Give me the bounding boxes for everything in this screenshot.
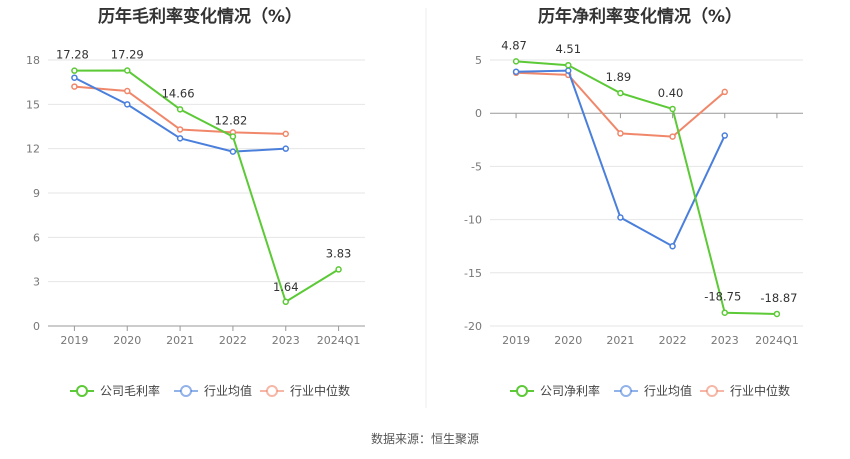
company-point [71, 67, 78, 74]
avg-point [229, 148, 237, 155]
avg-point [669, 242, 676, 250]
source-note: 数据来源：恒生聚源 [371, 431, 479, 446]
x-tick-label: 2022 [659, 334, 687, 347]
avg-point [721, 132, 728, 139]
company-point [282, 298, 289, 306]
company-point [124, 67, 131, 74]
avg-legend-marker [180, 385, 192, 397]
data-label: 4.51 [555, 42, 581, 56]
data-label: 1.89 [606, 70, 632, 84]
y-tick-label: 15 [26, 98, 40, 111]
x-tick-label: 2021 [606, 334, 634, 347]
y-tick-label: 0 [475, 107, 482, 120]
y-tick-label: 5 [475, 54, 482, 67]
median-point [124, 87, 131, 95]
y-tick-label: -10 [464, 214, 482, 227]
company-point [335, 266, 342, 273]
chart-title: 历年净利率变化情况（%） [538, 6, 742, 27]
avg-point [124, 101, 131, 108]
y-tick-label: 18 [26, 54, 40, 67]
data-label: 17.29 [111, 47, 144, 61]
x-tick-label: 2022 [219, 334, 247, 347]
median-point [71, 83, 78, 90]
avg-point [282, 145, 289, 152]
company-legend-marker [76, 385, 88, 397]
y-tick-label: 0 [33, 320, 40, 333]
company-legend-marker [516, 385, 528, 397]
company-series-line [74, 69, 340, 303]
median-point [617, 130, 624, 137]
company-legend-label: 公司净利率 [540, 383, 600, 398]
company-legend-label: 公司毛利率 [100, 383, 160, 398]
median-point [282, 130, 289, 138]
y-tick-label: 12 [26, 143, 40, 156]
avg-point [617, 214, 624, 221]
y-tick-label: -20 [464, 320, 482, 333]
median-point [669, 133, 676, 140]
company-point [773, 310, 781, 318]
data-label: 3.83 [326, 246, 352, 260]
x-tick-label: 2024Q1 [317, 334, 361, 347]
x-tick-label: 2019 [60, 334, 88, 347]
company-point [669, 105, 676, 113]
company-point [512, 58, 520, 65]
data-label: 4.87 [501, 38, 527, 52]
y-tick-label: 9 [33, 187, 40, 200]
y-tick-label: -5 [471, 160, 482, 173]
x-tick-label: 2021 [166, 334, 194, 347]
x-tick-label: 2023 [711, 334, 739, 347]
data-label: 14.66 [162, 86, 195, 100]
company-point [229, 133, 237, 140]
x-tick-label: 2024Q1 [755, 334, 799, 347]
avg-point [176, 135, 184, 142]
avg-point [512, 68, 520, 75]
company-series-line [516, 60, 777, 315]
company-point [617, 89, 624, 97]
y-tick-label: 3 [33, 276, 40, 289]
gross-margin-chart: 历年毛利率变化情况（%） 0 3 6 9 12 15 18 2019 2020 2021 2022 20… [26, 6, 365, 398]
chart-title: 历年毛利率变化情况（%） [98, 6, 302, 27]
x-tick-label: 2020 [113, 334, 141, 347]
median-legend-marker [266, 385, 278, 397]
median-legend-label: 行业中位数 [290, 383, 350, 398]
data-label: -18.75 [704, 290, 741, 304]
x-tick-label: 2020 [554, 334, 582, 347]
x-tick-label: 2019 [502, 334, 530, 347]
company-point [565, 61, 572, 69]
x-tick-label: 2023 [272, 334, 300, 347]
company-point [176, 106, 184, 113]
data-label: 12.82 [214, 114, 247, 128]
median-point [176, 126, 184, 133]
data-label: 1.64 [273, 280, 299, 294]
median-legend-label: 行业中位数 [730, 383, 790, 398]
avg-legend-label: 行业均值 [644, 383, 692, 398]
data-label: 17.28 [56, 48, 89, 62]
data-label: 0.40 [658, 86, 684, 100]
avg-legend-label: 行业均值 [204, 383, 252, 398]
company-point [721, 309, 728, 316]
y-tick-label: 6 [33, 231, 40, 244]
median-legend-marker [706, 385, 718, 397]
avg-point [71, 74, 78, 81]
avg-point [565, 67, 572, 74]
y-tick-label: -15 [464, 267, 482, 280]
data-label: -18.87 [760, 291, 797, 305]
median-point [721, 88, 728, 96]
net-margin-chart: 历年净利率变化情况（%） -20 -15 -10 -5 0 5 2019 2020 2021 202… [464, 6, 803, 398]
avg-legend-marker [620, 385, 632, 397]
